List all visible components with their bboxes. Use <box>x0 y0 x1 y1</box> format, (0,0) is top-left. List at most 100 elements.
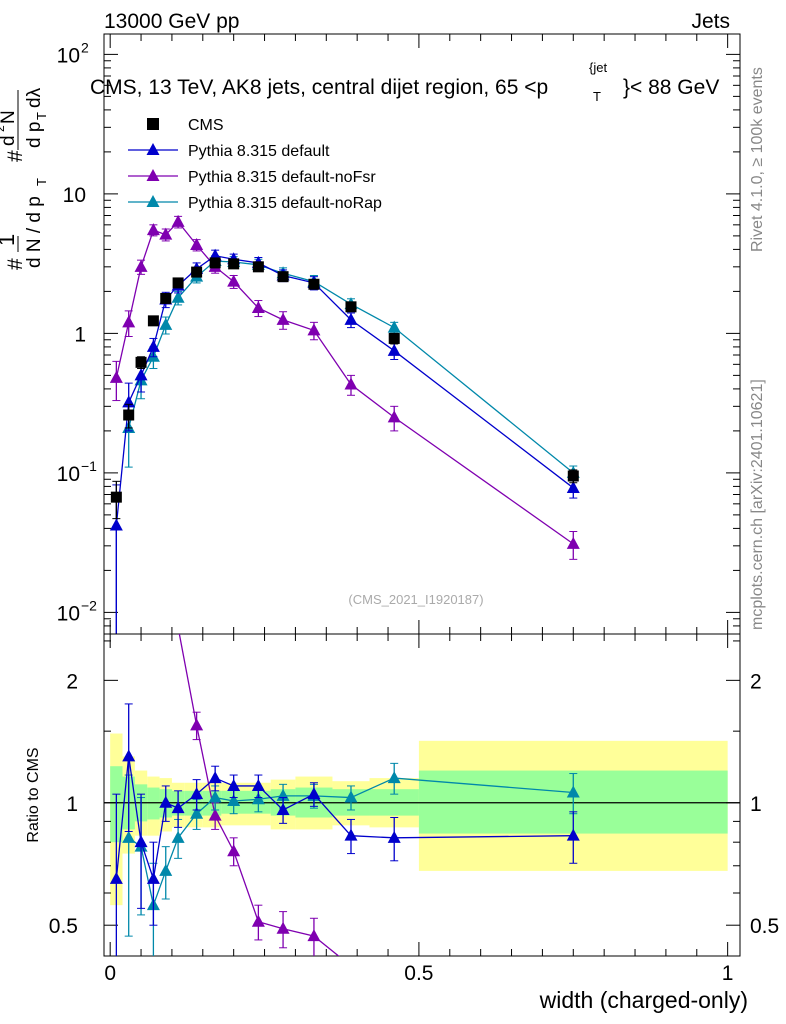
cms-data-point <box>252 261 264 273</box>
default-point <box>171 801 185 814</box>
noRap-point <box>190 806 204 819</box>
ratio-ticks: 0.5 0.5 1 1 2 2 0 0.5 1 <box>49 634 779 985</box>
default-point <box>566 828 580 841</box>
noFsr-point <box>276 312 290 325</box>
title-main: CMS, 13 TeV, AK8 jets, central dijet reg… <box>90 76 548 99</box>
noFsr-line <box>115 220 574 545</box>
cms-data-point <box>388 332 400 344</box>
default-point <box>159 795 173 808</box>
noFsr-point <box>122 315 136 328</box>
default-point <box>227 778 241 791</box>
title-superscript: {jet <box>589 60 607 75</box>
cms-data-point <box>308 278 320 290</box>
noRap-point <box>159 317 173 330</box>
side-rivet: Rivet 4.1.0, ≥ 100k events <box>749 67 766 252</box>
noRap-point <box>171 290 185 303</box>
noFsr-point <box>566 536 580 549</box>
default-point <box>344 828 358 841</box>
noFsr-point <box>227 274 241 287</box>
y-tick-label: 10 <box>57 463 80 486</box>
noFsr-point <box>251 301 265 314</box>
ylabel-text: # 1 <box>0 234 27 270</box>
legend-label-data: CMS <box>188 117 224 134</box>
y-tick-label: 10 <box>57 602 80 625</box>
ratio-y-tick-label: 1 <box>66 793 78 816</box>
legend-label-noRap: Pythia 8.315 default-noRap <box>188 195 382 212</box>
cms-data-point <box>123 409 135 421</box>
main-series <box>109 214 580 634</box>
default-point <box>134 368 148 381</box>
default-point <box>307 787 321 800</box>
cms-data-point <box>110 491 122 503</box>
ratio-y-tick-label: 0.5 <box>49 915 78 938</box>
noRap-point <box>227 794 241 807</box>
ratio-y-tick-label: 2 <box>66 670 78 693</box>
title-subscript: T <box>593 89 601 104</box>
ratio-y-tick-label-right: 2 <box>750 670 762 693</box>
svg-text:d N / d p: d N / d p <box>24 196 45 268</box>
y-tick-exponent: −1 <box>81 458 97 474</box>
ratio-plot-panel: 0.5 0.5 1 1 2 2 0 0.5 1 <box>49 633 779 985</box>
noRap-point <box>171 830 185 843</box>
ratio-ylabel: Ratio to CMS <box>25 747 42 842</box>
noRap-point <box>387 320 401 333</box>
cms-data-point <box>567 470 579 482</box>
noFsr-point <box>276 921 290 934</box>
analysis-id: (CMS_2021_I1920187) <box>348 592 483 607</box>
default-point <box>387 830 401 843</box>
x-tick-label: 0 <box>104 962 116 985</box>
cms-data-point <box>228 258 240 270</box>
noFsr-point <box>251 914 265 927</box>
noRap-point <box>122 830 136 843</box>
cms-data-point <box>147 315 159 327</box>
noFsr-point <box>146 223 160 236</box>
noRap-line <box>128 260 574 474</box>
cms-data-point <box>160 292 172 304</box>
y-tick-exponent: 2 <box>81 39 89 55</box>
svg-text:d: d <box>0 135 19 146</box>
main-ylabel: # 1 d N / d p T # d 2 N d p T dλ <box>0 87 49 270</box>
svg-text:#: # <box>4 150 27 162</box>
noFsr-point <box>190 718 204 731</box>
x-tick-label: 1 <box>722 962 734 985</box>
default-point <box>208 771 222 784</box>
default-line <box>115 255 574 526</box>
legend-marker-cms <box>147 118 159 130</box>
y-tick-label: 10 <box>63 184 86 207</box>
default-point <box>122 749 136 762</box>
cms-data-point <box>209 257 221 269</box>
band-inner <box>147 787 160 820</box>
header-right: Jets <box>691 10 730 33</box>
noRap-point <box>387 771 401 784</box>
noFsr-point <box>171 214 185 227</box>
title-close: }< 88 GeV <box>623 76 719 99</box>
x-tick-label: 0.5 <box>404 962 433 985</box>
noFsr-point <box>307 929 321 942</box>
ratio-y-tick-label-right: 1 <box>750 793 762 816</box>
y-tick-exponent: −2 <box>81 597 97 613</box>
default-point <box>344 312 358 325</box>
cms-data-point <box>172 277 184 289</box>
legend-label-default: Pythia 8.315 default <box>188 143 330 160</box>
noRap-point <box>251 792 265 805</box>
noFsr-point <box>307 323 321 336</box>
svg-text:N: N <box>0 110 19 124</box>
default-point <box>276 802 290 815</box>
svg-text:T: T <box>34 112 49 120</box>
default-point <box>146 871 160 884</box>
side-mcplots: mcplots.cern.ch [arXiv:2401.10621] <box>749 379 766 630</box>
noFsr-point <box>387 410 401 423</box>
noRap-point <box>344 790 358 803</box>
plot-title: CMS, 13 TeV, AK8 jets, central dijet reg… <box>90 76 548 99</box>
noFsr-point <box>190 238 204 251</box>
y-tick-label: 10 <box>57 44 80 67</box>
default-point <box>109 871 123 884</box>
noFsr-point <box>227 844 241 857</box>
cms-data-point <box>345 301 357 313</box>
ratio-y-tick-label-right: 0.5 <box>750 915 779 938</box>
noRap-point <box>566 785 580 798</box>
default-point <box>134 835 148 848</box>
noFsr-point <box>344 377 358 390</box>
default-point <box>109 518 123 531</box>
